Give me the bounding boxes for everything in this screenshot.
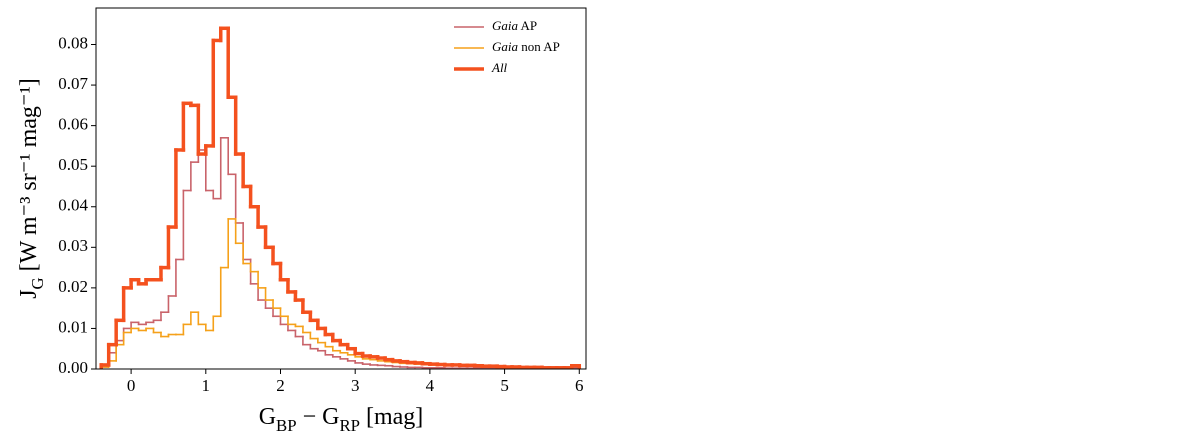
y-tick-label: 0.06 [58,115,88,134]
y-tick-label: 0.03 [58,236,88,255]
y-tick-label: 0.08 [58,33,88,52]
x-tick-label: 2 [276,376,285,395]
y-tick-label: 0.01 [58,317,88,336]
legend-label: All [491,60,508,75]
y-tick-label: 0.02 [58,277,88,296]
x-axis-label: GBP − GRP [mag] [259,404,424,436]
x-tick-label: 4 [426,376,435,395]
x-tick-label: 0 [127,376,136,395]
x-tick-label: 3 [351,376,360,395]
series [99,26,582,369]
y-tick-label: 0.07 [58,74,88,93]
x-tick-label: 1 [202,376,211,395]
legend-label: Gaia non AP [492,39,560,54]
y-axis-label: JG [W m⁻³ sr⁻¹ mag⁻¹] [16,78,48,299]
x-tick-label: 5 [500,376,509,395]
y-tick-label: 0.04 [58,196,88,215]
y-tick-label: 0.00 [58,358,88,377]
x-tick-label: 6 [575,376,584,395]
plot-frame [95,7,587,370]
legend-label: Gaia AP [492,18,537,33]
y-tick-label: 0.05 [58,155,88,174]
